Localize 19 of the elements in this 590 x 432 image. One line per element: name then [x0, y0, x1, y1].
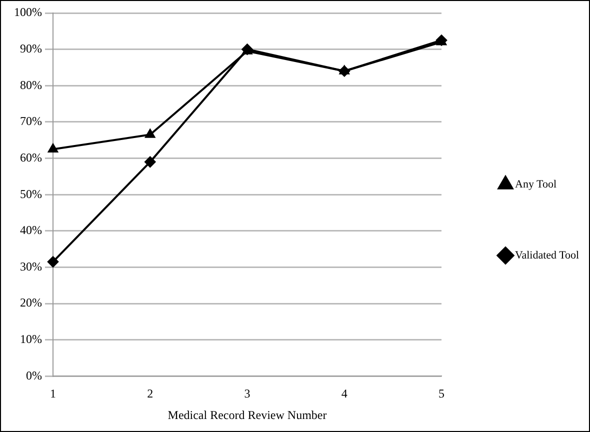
x-tick-label: 1	[50, 386, 56, 401]
y-tick-label: 0%	[26, 368, 42, 382]
y-tick-label: 100%	[14, 5, 42, 20]
x-tick-label: 5	[438, 386, 444, 401]
x-tick-label: 2	[147, 386, 154, 401]
legend-label: Any Tool	[515, 178, 557, 190]
y-tick-label: 60%	[20, 150, 42, 164]
x-tick-label: 4	[341, 386, 348, 401]
y-tick-label: 50%	[20, 186, 42, 201]
y-tick-label: 10%	[20, 332, 42, 346]
y-tick-label: 30%	[20, 259, 42, 274]
y-tick-label: 90%	[20, 41, 42, 56]
x-axis-title: Medical Record Review Number	[168, 408, 327, 422]
x-tick-label: 3	[244, 386, 250, 401]
legend-label: Validated Tool	[515, 249, 580, 262]
y-tick-label: 40%	[20, 223, 42, 238]
y-tick-label: 20%	[20, 296, 42, 310]
y-tick-label: 80%	[20, 78, 42, 92]
y-tick-label: 70%	[20, 114, 42, 128]
